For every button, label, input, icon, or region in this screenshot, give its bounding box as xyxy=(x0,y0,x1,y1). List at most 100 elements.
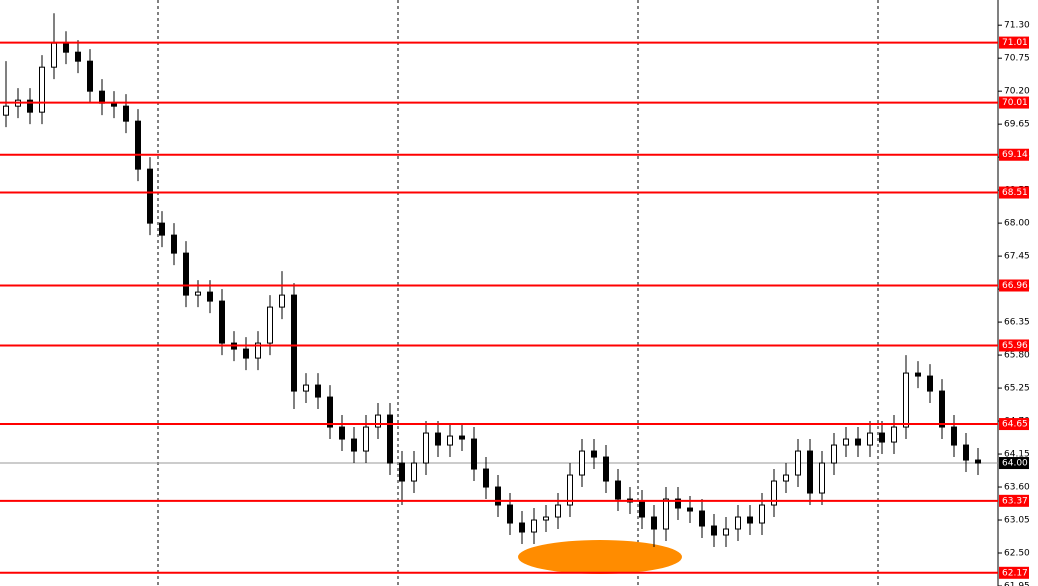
level-label: 65.96 xyxy=(1002,341,1028,351)
level-label: 64.65 xyxy=(1002,420,1028,430)
level-label: 69.14 xyxy=(1002,150,1028,160)
candle xyxy=(27,88,33,125)
candle-body xyxy=(747,516,753,524)
candle-body xyxy=(915,372,921,377)
candle-body xyxy=(339,426,345,440)
candle xyxy=(963,433,969,473)
candle-body xyxy=(315,384,321,398)
candle xyxy=(255,331,261,371)
level-label-bg xyxy=(999,36,1029,49)
candle xyxy=(615,469,621,512)
candle xyxy=(819,451,825,506)
candle-body xyxy=(867,432,873,446)
candle-body xyxy=(147,168,153,224)
candle xyxy=(411,451,417,494)
candle-body xyxy=(447,435,453,446)
candle-body xyxy=(87,60,93,92)
candle-body xyxy=(135,120,141,170)
candle xyxy=(651,505,657,548)
candle-body xyxy=(219,300,225,344)
candle xyxy=(927,364,933,404)
y-tick-label: 67.45 xyxy=(1004,252,1030,262)
candle xyxy=(75,40,81,74)
candle-body xyxy=(243,348,249,359)
candle-body xyxy=(651,516,657,530)
candle-body xyxy=(975,459,981,464)
y-tick-label: 63.60 xyxy=(1004,483,1030,493)
candle-body xyxy=(903,372,909,428)
current-price-label: 64.00 xyxy=(1002,459,1028,469)
candle-body xyxy=(195,291,201,296)
period-separators xyxy=(157,0,879,586)
candle xyxy=(399,451,405,506)
candle-body xyxy=(99,90,105,104)
candle xyxy=(3,61,9,128)
candle-body xyxy=(843,438,849,446)
candle xyxy=(663,487,669,542)
candle-body xyxy=(735,516,741,530)
candle xyxy=(711,514,717,548)
candle xyxy=(339,415,345,452)
candle xyxy=(219,289,225,356)
level-label-bg xyxy=(999,339,1029,352)
level-label: 70.01 xyxy=(1002,98,1028,108)
candle-body xyxy=(111,102,117,107)
candle xyxy=(555,493,561,530)
candle xyxy=(183,241,189,308)
y-tick-label: 63.05 xyxy=(1004,516,1030,526)
level-label-bg xyxy=(999,494,1029,507)
candle xyxy=(447,424,453,458)
candle xyxy=(459,424,465,452)
level-label: 66.96 xyxy=(1002,281,1028,291)
candle xyxy=(915,361,921,389)
candle-body xyxy=(123,105,129,122)
candle xyxy=(879,421,885,455)
candle-body xyxy=(171,234,177,254)
level-label-bg xyxy=(999,418,1029,431)
candle-body xyxy=(675,498,681,509)
candle xyxy=(327,385,333,440)
candle xyxy=(435,421,441,458)
level-label-bg xyxy=(999,279,1029,292)
candle xyxy=(783,463,789,494)
candle xyxy=(831,433,837,476)
candle xyxy=(171,223,177,266)
candle-body xyxy=(543,516,549,521)
candle xyxy=(423,421,429,476)
candle-body xyxy=(891,426,897,443)
candle-body xyxy=(951,426,957,446)
candle xyxy=(567,463,573,518)
candle-body xyxy=(375,414,381,428)
candle-body xyxy=(351,438,357,452)
y-tick-label: 61.95 xyxy=(1004,582,1030,586)
level-label: 68.51 xyxy=(1002,188,1028,198)
candle-body xyxy=(783,474,789,482)
candle-body xyxy=(267,306,273,344)
candle xyxy=(675,487,681,521)
candle-body xyxy=(495,486,501,506)
candle xyxy=(543,505,549,533)
candle-body xyxy=(75,51,81,62)
candle-body xyxy=(591,450,597,458)
level-label: 63.37 xyxy=(1002,496,1028,506)
candle-body xyxy=(699,510,705,527)
candle xyxy=(495,475,501,518)
candle xyxy=(699,499,705,539)
y-tick-label: 69.65 xyxy=(1004,120,1030,130)
candle-body xyxy=(519,522,525,533)
level-label-bg xyxy=(999,186,1029,199)
candle xyxy=(771,469,777,518)
candle xyxy=(951,415,957,458)
candle-body xyxy=(3,105,9,116)
candle xyxy=(891,415,897,455)
y-tick-label: 68.00 xyxy=(1004,219,1030,229)
candle-body xyxy=(51,42,57,68)
candle xyxy=(591,439,597,470)
candle-body xyxy=(639,501,645,518)
level-label: 62.17 xyxy=(1002,568,1028,578)
candle-body xyxy=(711,525,717,536)
candle xyxy=(135,109,141,182)
candle xyxy=(39,55,45,125)
